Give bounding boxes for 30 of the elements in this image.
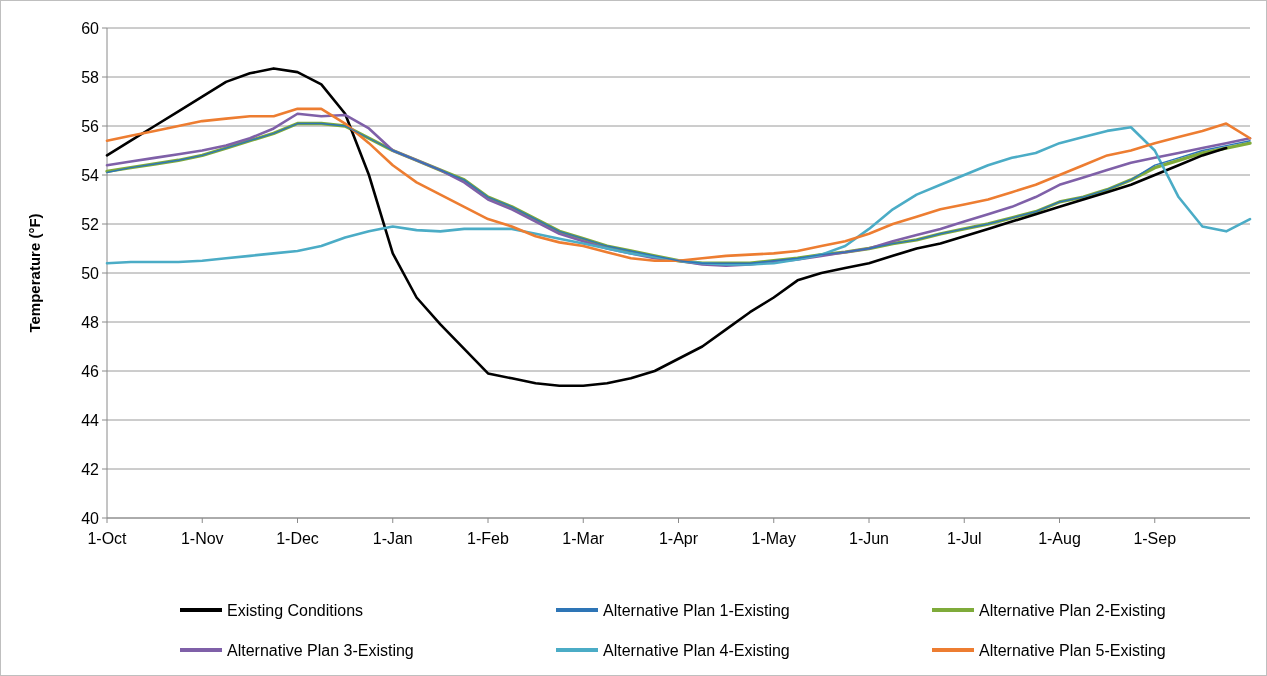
y-tick-label: 56 xyxy=(81,117,100,135)
y-tick-label: 44 xyxy=(81,411,100,429)
x-tick-label: 1-Jul xyxy=(946,530,982,547)
x-tick-label: 1-Oct xyxy=(87,530,128,547)
y-tick-label: 54 xyxy=(81,166,100,184)
x-tick-label: 1-Dec xyxy=(276,530,319,547)
x-tick-label: 1-Apr xyxy=(658,530,699,547)
x-tick-label: 1-May xyxy=(751,530,796,547)
y-tick-label: 46 xyxy=(81,362,100,380)
legend-label: Existing Conditions xyxy=(227,601,364,619)
y-tick-label: 50 xyxy=(81,264,100,282)
legend-label: Alternative Plan 4-Existing xyxy=(603,641,790,659)
y-tick-label: 42 xyxy=(81,460,100,478)
y-axis-title: Temperature (°F) xyxy=(26,213,43,333)
y-tick-label: 60 xyxy=(81,19,100,37)
y-tick-label: 58 xyxy=(81,68,100,86)
x-tick-label: 1-Sep xyxy=(1133,530,1177,547)
x-tick-label: 1-Feb xyxy=(467,530,509,547)
x-tick-label: 1-Nov xyxy=(180,530,224,547)
legend-label: Alternative Plan 2-Existing xyxy=(979,601,1166,619)
y-tick-label: 52 xyxy=(81,215,100,233)
y-tick-label: 40 xyxy=(81,509,100,527)
y-tick-label: 48 xyxy=(81,313,100,331)
x-tick-label: 1-Jan xyxy=(372,530,413,547)
x-tick-label: 1-Mar xyxy=(562,530,605,547)
legend-label: Alternative Plan 1-Existing xyxy=(603,601,790,619)
legend-label: Alternative Plan 3-Existing xyxy=(227,641,414,659)
x-tick-label: 1-Jun xyxy=(848,530,890,547)
legend-label: Alternative Plan 5-Existing xyxy=(979,641,1166,659)
x-tick-label: 1-Aug xyxy=(1038,530,1081,547)
